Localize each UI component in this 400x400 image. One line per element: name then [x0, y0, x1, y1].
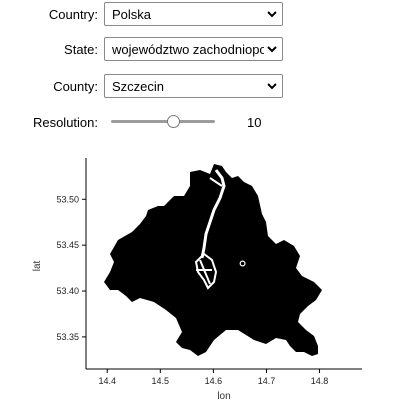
resolution-value: 10	[247, 115, 262, 130]
x-tick-label: 14.6	[205, 376, 223, 386]
resolution-row: Resolution:	[0, 113, 400, 139]
state-select-value: województwo zachodniopomorskie	[112, 42, 264, 57]
river-line	[200, 169, 226, 259]
country-select[interactable]: Polska	[104, 2, 283, 26]
river-branch	[209, 177, 223, 187]
county-select[interactable]: Szczecin	[104, 74, 283, 98]
resolution-slider-track[interactable]	[111, 120, 215, 123]
y-tick-label: 53.50	[56, 194, 79, 204]
river-delta	[194, 252, 218, 290]
x-tick-label: 14.5	[152, 376, 170, 386]
x-tick-label: 14.4	[98, 376, 116, 386]
map-plot: 53.35 53.40 53.45 53.50 14.4 14.5 14.6 14.7 14.…	[32, 158, 362, 400]
country-row: Country: Polska	[0, 2, 400, 28]
y-tick-label: 53.35	[56, 332, 79, 342]
y-tick-label: 53.40	[56, 286, 79, 296]
chevron-down-icon	[267, 11, 277, 18]
county-label: County:	[53, 79, 98, 94]
x-axis-title: lon	[217, 391, 230, 400]
chevron-down-icon	[267, 46, 277, 53]
county-select-value: Szczecin	[112, 79, 165, 94]
resolution-slider-thumb[interactable]	[166, 115, 180, 128]
chevron-down-icon	[267, 83, 277, 90]
y-axis-title: lat	[32, 260, 43, 271]
country-label: Country:	[48, 7, 98, 22]
state-label: State:	[64, 42, 98, 57]
x-tick-label: 14.7	[258, 376, 276, 386]
resolution-label: Resolution:	[32, 115, 98, 130]
country-select-value: Polska	[112, 7, 152, 22]
state-select[interactable]: województwo zachodniopomorskie	[104, 37, 283, 61]
location-marker	[239, 260, 246, 267]
x-tick-label: 14.8	[311, 376, 329, 386]
state-row: State: województwo zachodniopomorskie	[0, 37, 400, 63]
y-tick-label: 53.45	[56, 240, 79, 250]
county-row: County: Szczecin	[0, 74, 400, 100]
